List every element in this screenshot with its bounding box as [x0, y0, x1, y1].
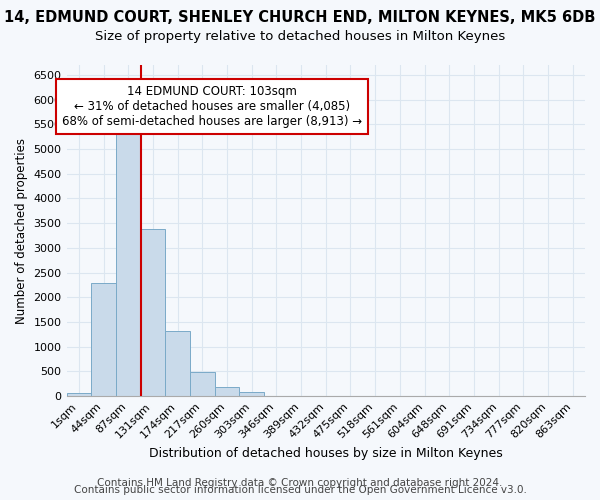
Bar	[140, 229, 165, 396]
Bar	[67, 392, 91, 396]
Bar	[165, 332, 190, 396]
Bar	[190, 372, 215, 396]
Text: Contains HM Land Registry data © Crown copyright and database right 2024.: Contains HM Land Registry data © Crown c…	[97, 478, 503, 488]
Text: 14, EDMUND COURT, SHENLEY CHURCH END, MILTON KEYNES, MK5 6DB: 14, EDMUND COURT, SHENLEY CHURCH END, MI…	[4, 10, 596, 25]
X-axis label: Distribution of detached houses by size in Milton Keynes: Distribution of detached houses by size …	[149, 447, 503, 460]
Y-axis label: Number of detached properties: Number of detached properties	[15, 138, 28, 324]
Text: 14 EDMUND COURT: 103sqm
← 31% of detached houses are smaller (4,085)
68% of semi: 14 EDMUND COURT: 103sqm ← 31% of detache…	[62, 85, 362, 128]
Bar	[215, 387, 239, 396]
Bar	[116, 127, 140, 396]
Text: Size of property relative to detached houses in Milton Keynes: Size of property relative to detached ho…	[95, 30, 505, 43]
Bar	[91, 282, 116, 396]
Text: Contains public sector information licensed under the Open Government Licence v3: Contains public sector information licen…	[74, 485, 526, 495]
Bar	[239, 392, 264, 396]
